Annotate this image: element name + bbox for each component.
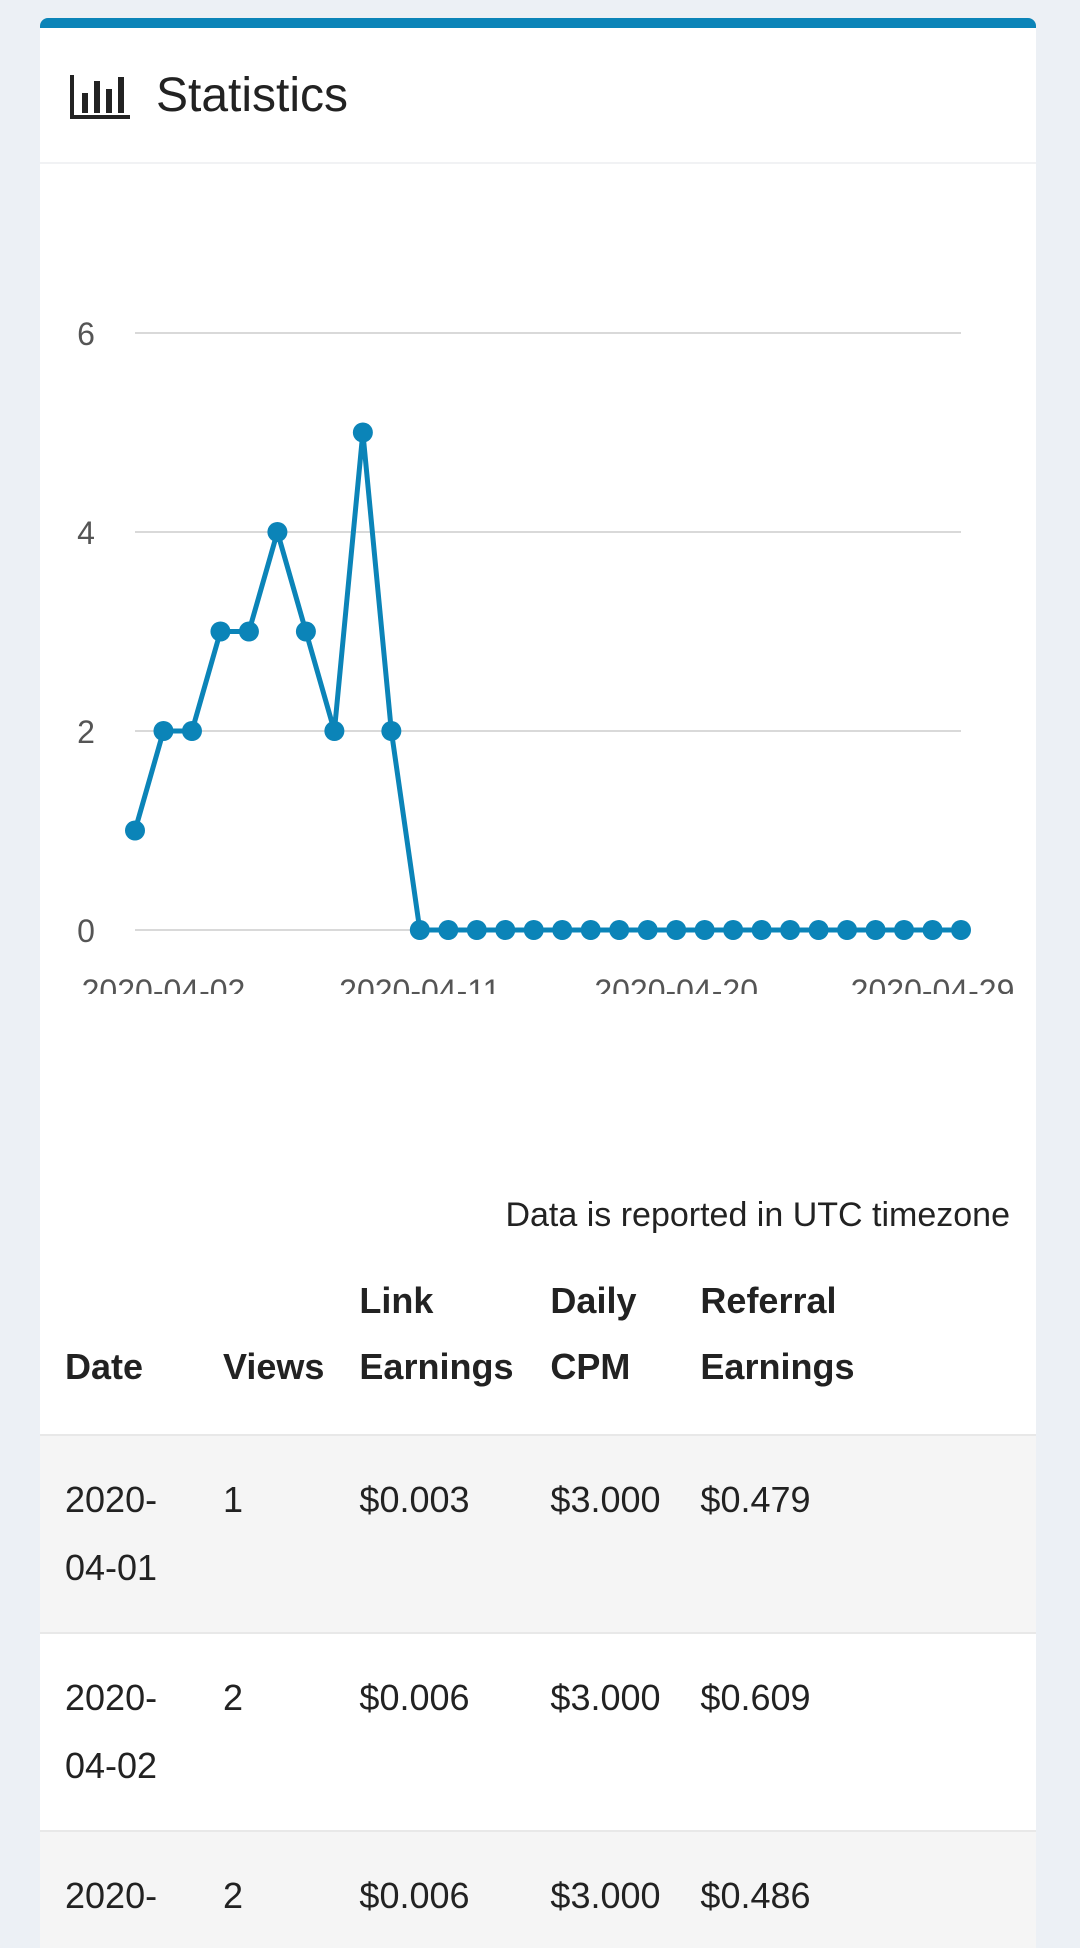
table-row: 2020- 2 $0.006 $3.000 $0.486 [40, 1830, 1036, 1948]
data-point [466, 920, 487, 940]
statistics-card: Statistics 024682020-04-022020-04-112020… [40, 18, 1036, 1948]
x-tick-label: 2020-04-29 [851, 973, 1015, 994]
cell-date: 2020- [40, 1830, 198, 1948]
data-point [837, 920, 858, 940]
cell-link-earnings: $0.003 [334, 1434, 526, 1633]
data-point [808, 920, 829, 940]
data-point [637, 920, 658, 940]
data-point [780, 920, 801, 940]
cell-link-earnings: $0.006 [334, 1830, 526, 1948]
y-tick-label: 0 [77, 913, 95, 949]
cell-referral-earnings: $0.479 [675, 1434, 1036, 1633]
cell-daily-cpm: $3.000 [525, 1830, 676, 1948]
cell-referral-earnings: $0.609 [675, 1632, 1036, 1831]
data-point [381, 721, 402, 741]
statistics-table: Date Views Link Earnings Daily CPM Referra… [40, 1268, 1036, 1948]
x-tick-label: 2020-04-11 [339, 973, 500, 994]
data-point [438, 920, 459, 940]
data-point [580, 920, 601, 940]
data-point [210, 621, 231, 642]
data-point [609, 920, 630, 940]
table-header-row: Date Views Link Earnings Daily CPM Referra… [40, 1268, 1036, 1435]
data-point [125, 820, 145, 841]
data-point [295, 621, 316, 642]
data-point [352, 422, 373, 443]
data-point [751, 920, 772, 940]
x-tick-label: 2020-04-20 [594, 973, 758, 994]
timezone-note: Data is reported in UTC timezone [505, 1196, 1010, 1234]
data-point [181, 721, 202, 741]
cell-views: 2 [198, 1830, 335, 1948]
data-point [238, 621, 259, 642]
data-point [324, 721, 345, 741]
data-point [922, 920, 943, 940]
data-point [523, 920, 544, 940]
cell-views: 1 [198, 1434, 335, 1633]
line-chart-svg: 024682020-04-022020-04-112020-04-202020-… [77, 117, 1015, 1009]
header-views: Views [223, 1346, 325, 1387]
cell-daily-cpm: $3.000 [525, 1434, 676, 1633]
table-row: 2020- 04-01 1 $0.003 $3.000 $0.479 [40, 1434, 1036, 1633]
x-tick-label: 2020-04-02 [82, 973, 246, 994]
bar-chart-icon [70, 75, 130, 119]
data-point [267, 522, 288, 542]
card-header: Statistics [40, 28, 1036, 164]
header-daily-cpm: Daily CPM [550, 1280, 637, 1387]
data-point [666, 920, 687, 940]
cell-daily-cpm: $3.000 [525, 1632, 676, 1831]
data-point [694, 920, 715, 940]
cell-views: 2 [198, 1632, 335, 1831]
data-point [552, 920, 573, 940]
data-point [153, 721, 174, 741]
data-point [865, 920, 886, 940]
cell-referral-earnings: $0.486 [675, 1830, 1036, 1948]
data-point [894, 920, 915, 940]
header-date: Date [65, 1346, 144, 1387]
data-point [723, 920, 744, 940]
cell-link-earnings: $0.006 [334, 1632, 526, 1831]
y-tick-label: 4 [77, 515, 95, 551]
data-point [409, 920, 430, 940]
cell-date: 2020- 04-02 [40, 1632, 198, 1831]
y-tick-label: 6 [77, 316, 95, 352]
header-referral-earnings: Referral Earnings [700, 1280, 855, 1387]
series-line [132, 430, 961, 933]
card-title: Statistics [156, 68, 349, 122]
data-point [495, 920, 516, 940]
table-row: 2020- 04-02 2 $0.006 $3.000 $0.609 [40, 1632, 1036, 1831]
views-chart: 024682020-04-022020-04-112020-04-202020-… [40, 117, 1036, 1009]
header-link-earnings: Link Earnings [359, 1280, 514, 1387]
y-tick-label: 2 [77, 714, 95, 750]
cell-date: 2020- 04-01 [40, 1434, 198, 1633]
data-point [951, 920, 971, 940]
